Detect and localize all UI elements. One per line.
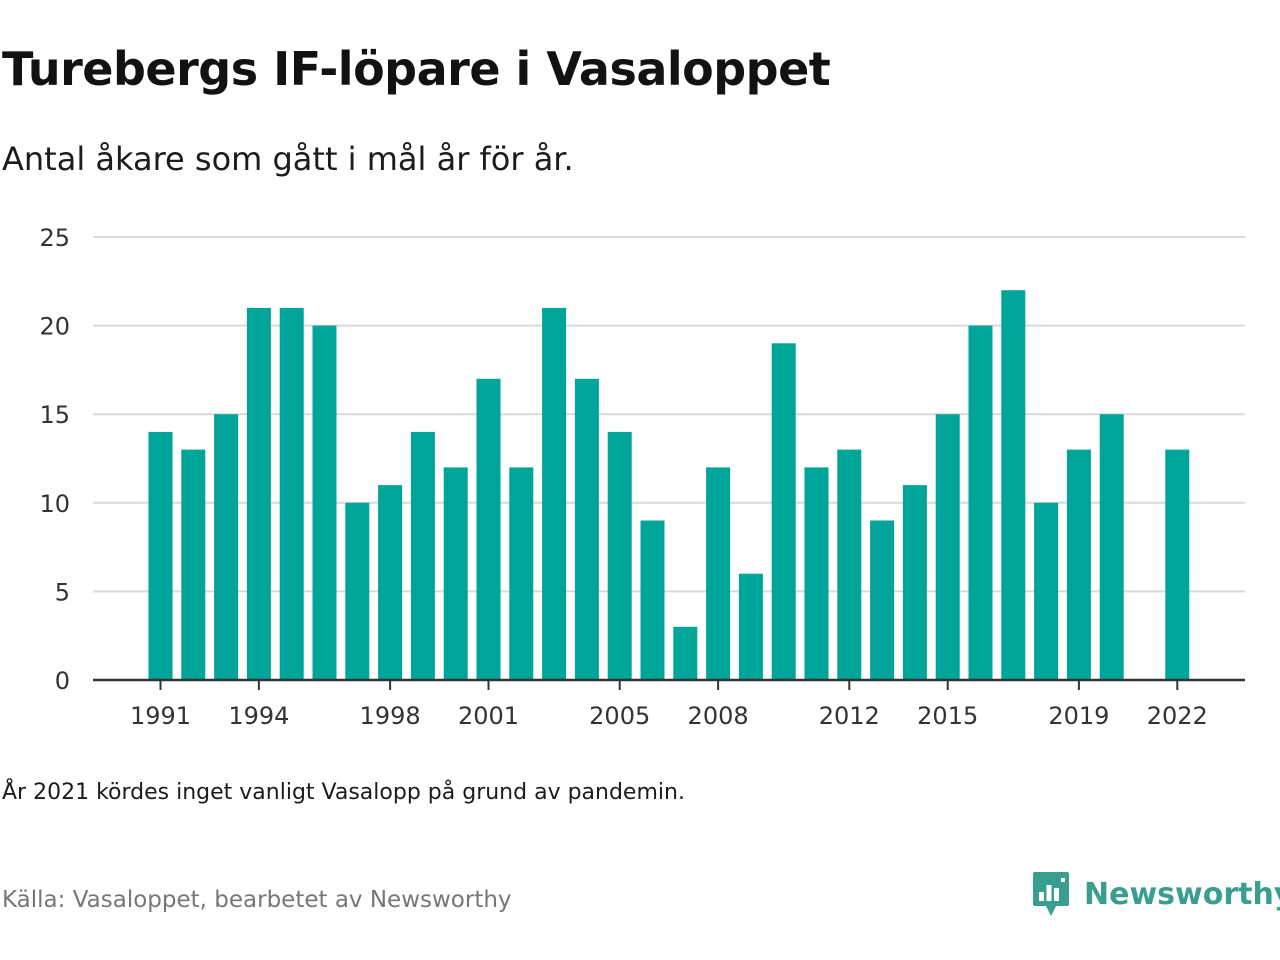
bar-1992 xyxy=(181,449,206,680)
bar-2002 xyxy=(509,467,534,680)
bar-2009 xyxy=(738,573,763,680)
x-tick-label: 2015 xyxy=(917,702,978,730)
bar-1996 xyxy=(312,325,337,680)
bar-2014 xyxy=(902,485,927,680)
y-tick-label: 20 xyxy=(39,313,70,341)
x-tick-label: 2022 xyxy=(1147,702,1208,730)
x-tick-label: 1994 xyxy=(228,702,289,730)
x-tick-labels: 1991 1994 1998 2001 2005 2008 2012 2015 2019 2022 xyxy=(130,702,1208,730)
bar-2019 xyxy=(1066,449,1091,680)
bar-1993 xyxy=(214,414,239,680)
y-tick-label: 10 xyxy=(39,490,70,518)
chart-title: Turebergs IF-löpare i Vasaloppet xyxy=(2,42,831,96)
y-tick-labels: 0 5 10 15 20 25 xyxy=(39,224,70,695)
bar-2011 xyxy=(804,467,829,680)
bar-2005 xyxy=(607,431,632,680)
x-tick-label: 1998 xyxy=(360,702,421,730)
bar-2013 xyxy=(870,520,895,680)
bar-2003 xyxy=(542,307,567,680)
x-tick-label: 2012 xyxy=(819,702,880,730)
bar-2012 xyxy=(837,449,862,680)
bar-2007 xyxy=(673,626,698,680)
brand-name: Newsworthy xyxy=(1084,876,1280,912)
bar-2001 xyxy=(476,378,501,680)
bar-2018 xyxy=(1034,502,1059,680)
chart-footnote: År 2021 kördes inget vanligt Vasalopp på… xyxy=(2,780,685,805)
y-tick-label: 15 xyxy=(39,401,70,429)
x-tick-label: 2019 xyxy=(1048,702,1109,730)
bar-1997 xyxy=(345,502,370,680)
bar-chart: 0 5 10 15 20 25 1991 1994 1998 2001 2005 2008 2012 2… xyxy=(39,224,1245,730)
bars xyxy=(148,290,1190,680)
chart-subtitle: Antal åkare som gått i mål år för år. xyxy=(2,140,574,178)
y-tick-label: 5 xyxy=(55,578,70,606)
bar-2010 xyxy=(771,343,796,680)
bar-1994 xyxy=(246,307,271,680)
bar-2006 xyxy=(640,520,665,680)
bar-2017 xyxy=(1001,290,1026,680)
bar-2020 xyxy=(1099,414,1124,680)
brand-logo: Newsworthy xyxy=(1032,870,1280,918)
bar-2000 xyxy=(443,467,468,680)
bar-1998 xyxy=(378,485,403,680)
bar-2022 xyxy=(1165,449,1190,680)
bar-1999 xyxy=(410,431,435,680)
bar-1995 xyxy=(279,307,304,680)
x-tick-label: 1991 xyxy=(130,702,191,730)
x-axis xyxy=(93,678,1245,690)
y-tick-label: 0 xyxy=(55,667,70,695)
x-tick-label: 2001 xyxy=(458,702,519,730)
source-credit: Källa: Vasaloppet, bearbetet av Newswort… xyxy=(2,887,512,913)
bar-2016 xyxy=(968,325,993,680)
x-tick-label: 2005 xyxy=(589,702,650,730)
bar-2008 xyxy=(706,467,731,680)
y-tick-label: 25 xyxy=(39,224,70,252)
bar-2015 xyxy=(935,414,960,680)
bar-2004 xyxy=(574,378,599,680)
x-tick-label: 2008 xyxy=(688,702,749,730)
newsworthy-logo-icon xyxy=(1033,872,1069,916)
bar-1991 xyxy=(148,431,173,680)
